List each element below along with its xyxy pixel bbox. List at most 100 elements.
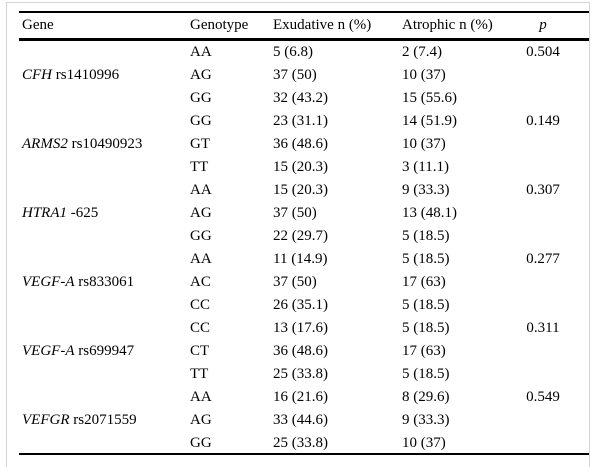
table-row: AA 15 (20.3) 9 (33.3) 0.307 — [0, 179, 602, 202]
genotype-cell: TT — [190, 366, 209, 382]
table-row: AA 11 (14.9) 5 (18.5) 0.277 — [0, 248, 602, 271]
gene-cell: CFH rs1410996 — [22, 64, 119, 87]
gene-symbol: HTRA1 — [22, 205, 67, 221]
exudative-cell: 26 (35.1) — [273, 297, 328, 313]
p-value-cell: 0.504 — [526, 44, 560, 60]
gene-variant-id: rs1410996 — [52, 67, 120, 83]
exudative-cell: 22 (29.7) — [273, 228, 328, 244]
gene-symbol: CFH — [22, 67, 52, 83]
exudative-cell: 15 (20.3) — [273, 182, 328, 198]
table-header-rule — [19, 38, 589, 41]
table-row: VEGF-A rs833061 AC 37 (50) 17 (63) — [0, 271, 602, 294]
gene-cell: HTRA1 -625 — [22, 202, 98, 225]
table-bottom-rule — [19, 453, 589, 455]
table-row: VEGF-A rs699947 CT 36 (48.6) 17 (63) — [0, 340, 602, 363]
gene-variant-id: rs2071559 — [69, 412, 137, 428]
exudative-cell: 36 (48.6) — [273, 136, 328, 152]
atrophic-cell: 17 (63) — [402, 343, 446, 359]
genotype-cell: AA — [190, 389, 212, 405]
p-value-cell: 0.149 — [526, 113, 560, 129]
column-header-gene: Gene — [22, 17, 54, 33]
atrophic-cell: 5 (18.5) — [402, 366, 450, 382]
table-body: AA 5 (6.8) 2 (7.4) 0.504 CFH rs1410996 AG 37 (… — [0, 41, 602, 455]
atrophic-cell: 14 (51.9) — [402, 113, 457, 129]
table-row: TT 15 (20.3) 3 (11.1) — [0, 156, 602, 179]
genotype-cell: AG — [190, 205, 212, 221]
column-header-atrophic: Atrophic n (%) — [402, 17, 493, 33]
table-row: CC 26 (35.1) 5 (18.5) — [0, 294, 602, 317]
exudative-cell: 36 (48.6) — [273, 343, 328, 359]
genotype-cell: CC — [190, 320, 211, 336]
exudative-cell: 5 (6.8) — [273, 44, 313, 60]
table-row: GG 32 (43.2) 15 (55.6) — [0, 87, 602, 110]
atrophic-cell: 5 (18.5) — [402, 297, 450, 313]
genotype-cell: AC — [190, 274, 211, 290]
exudative-cell: 25 (33.8) — [273, 366, 328, 382]
exudative-cell: 37 (50) — [273, 67, 317, 83]
genotype-cell: AG — [190, 412, 212, 428]
column-header-genotype: Genotype — [190, 17, 249, 33]
atrophic-cell: 10 (37) — [402, 435, 446, 451]
genotype-cell: CT — [190, 343, 210, 359]
atrophic-cell: 5 (18.5) — [402, 228, 450, 244]
table-row: TT 25 (33.8) 5 (18.5) — [0, 363, 602, 386]
p-value-cell: 0.307 — [526, 182, 560, 198]
p-value-cell: 0.311 — [526, 320, 560, 336]
genotype-cell: GG — [190, 113, 212, 129]
atrophic-cell: 15 (55.6) — [402, 90, 457, 106]
gene-symbol: VEGF-A — [22, 274, 75, 290]
exudative-cell: 11 (14.9) — [273, 251, 328, 267]
atrophic-cell: 10 (37) — [402, 67, 446, 83]
gene-variant-id: -625 — [67, 205, 99, 221]
genotype-cell: GG — [190, 435, 212, 451]
exudative-cell: 25 (33.8) — [273, 435, 328, 451]
gene-cell: VEGF-A rs699947 — [22, 340, 134, 363]
gene-cell: VEFGR rs2071559 — [22, 409, 137, 432]
table-row: HTRA1 -625 AG 37 (50) 13 (48.1) — [0, 202, 602, 225]
table-row: ARMS2 rs10490923 GT 36 (48.6) 10 (37) — [0, 133, 602, 156]
gene-cell: ARMS2 rs10490923 — [22, 133, 142, 156]
exudative-cell: 32 (43.2) — [273, 90, 328, 106]
exudative-cell: 16 (21.6) — [273, 389, 328, 405]
genotype-cell: TT — [190, 159, 209, 175]
table-row: GG 22 (29.7) 5 (18.5) — [0, 225, 602, 248]
p-value-cell: 0.549 — [526, 389, 560, 405]
gene-symbol: VEGF-A — [22, 343, 75, 359]
atrophic-cell: 5 (18.5) — [402, 251, 450, 267]
atrophic-cell: 3 (11.1) — [402, 159, 449, 175]
exudative-cell: 15 (20.3) — [273, 159, 328, 175]
table-row: GG 23 (31.1) 14 (51.9) 0.149 — [0, 110, 602, 133]
gene-cell: VEGF-A rs833061 — [22, 271, 134, 294]
genotype-cell: GG — [190, 90, 212, 106]
atrophic-cell: 8 (29.6) — [402, 389, 450, 405]
genotype-cell: GG — [190, 228, 212, 244]
genotype-cell: CC — [190, 297, 211, 313]
atrophic-cell: 9 (33.3) — [402, 182, 450, 198]
table-row: GG 25 (33.8) 10 (37) — [0, 432, 602, 455]
gene-symbol: ARMS2 — [22, 136, 68, 152]
gene-symbol: VEFGR — [22, 412, 70, 428]
gene-variant-id: rs833061 — [74, 274, 135, 290]
exudative-cell: 37 (50) — [273, 205, 317, 221]
column-header-p: p — [539, 17, 547, 33]
exudative-cell: 23 (31.1) — [273, 113, 328, 129]
exudative-cell: 37 (50) — [273, 274, 317, 290]
table-row: AA 16 (21.6) 8 (29.6) 0.549 — [0, 386, 602, 409]
genotype-cell: AA — [190, 44, 212, 60]
table-top-rule — [19, 11, 589, 13]
atrophic-cell: 9 (33.3) — [402, 412, 450, 428]
exudative-cell: 13 (17.6) — [273, 320, 328, 336]
atrophic-cell: 5 (18.5) — [402, 320, 450, 336]
table-header: Gene Genotype Exudative n (%) Atrophic n… — [0, 13, 602, 38]
gene-variant-id: rs699947 — [74, 343, 135, 359]
table-row: AA 5 (6.8) 2 (7.4) 0.504 — [0, 41, 602, 64]
genotype-cell: AG — [190, 67, 212, 83]
genotype-cell: GT — [190, 136, 210, 152]
atrophic-cell: 2 (7.4) — [402, 44, 442, 60]
p-value-cell: 0.277 — [526, 251, 560, 267]
exudative-cell: 33 (44.6) — [273, 412, 328, 428]
genotype-cell: AA — [190, 182, 212, 198]
atrophic-cell: 17 (63) — [402, 274, 446, 290]
column-header-exudative: Exudative n (%) — [273, 17, 372, 33]
atrophic-cell: 13 (48.1) — [402, 205, 457, 221]
